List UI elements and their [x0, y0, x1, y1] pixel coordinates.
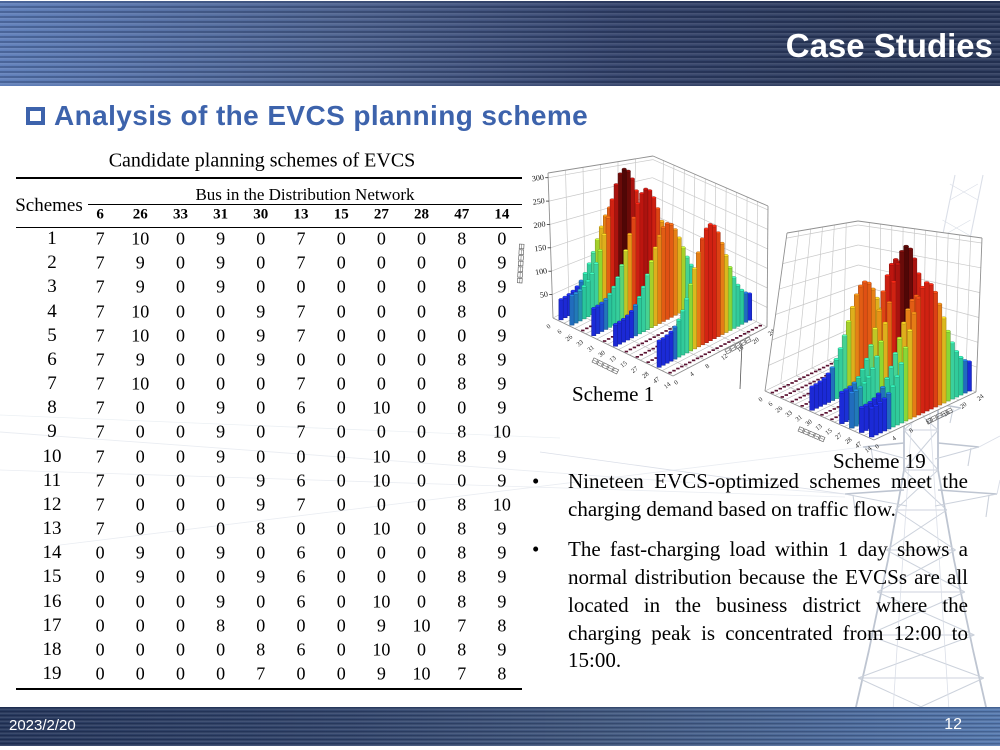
svg-text:20: 20	[751, 336, 760, 346]
svg-text:200: 200	[533, 220, 546, 231]
svg-text:15: 15	[619, 360, 628, 370]
svg-text:0: 0	[545, 323, 552, 331]
svg-text:13: 13	[814, 423, 823, 433]
svg-text:26: 26	[565, 333, 575, 343]
svg-text:8: 8	[908, 427, 915, 435]
svg-text:28: 28	[641, 371, 650, 381]
svg-text:47: 47	[652, 375, 662, 385]
svg-text:27: 27	[834, 431, 844, 441]
svg-text:6: 6	[556, 328, 563, 336]
svg-text:24: 24	[767, 328, 777, 338]
svg-text:31: 31	[586, 344, 595, 354]
svg-text:47: 47	[854, 440, 864, 450]
svg-text:31: 31	[794, 414, 803, 424]
svg-text:26: 26	[775, 404, 785, 414]
svg-text:300: 300	[531, 173, 544, 184]
svg-text:6: 6	[767, 400, 774, 408]
svg-text:15: 15	[824, 427, 833, 437]
svg-text:100: 100	[535, 266, 548, 277]
svg-text:27: 27	[630, 365, 640, 375]
svg-text:16: 16	[736, 344, 746, 354]
svg-text:12: 12	[925, 417, 934, 427]
svg-text:4: 4	[891, 435, 898, 443]
svg-text:0: 0	[757, 396, 764, 404]
svg-text:30: 30	[597, 349, 606, 359]
svg-text:50: 50	[539, 290, 548, 300]
svg-text:33: 33	[784, 409, 793, 419]
svg-text:150: 150	[534, 243, 547, 254]
svg-text:14: 14	[864, 445, 874, 455]
svg-text:24: 24	[976, 393, 986, 403]
svg-text:30: 30	[804, 418, 813, 428]
svg-text:12: 12	[720, 353, 729, 363]
svg-text:0: 0	[673, 379, 680, 387]
svg-text:33: 33	[575, 339, 584, 349]
svg-text:250: 250	[532, 196, 545, 207]
svg-text:14: 14	[663, 381, 673, 391]
svg-text:0: 0	[874, 443, 881, 451]
svg-text:20: 20	[959, 401, 968, 411]
svg-text:8: 8	[704, 363, 711, 371]
svg-text:13: 13	[608, 355, 617, 365]
svg-text:4: 4	[689, 370, 696, 378]
svg-text:28: 28	[844, 436, 853, 446]
